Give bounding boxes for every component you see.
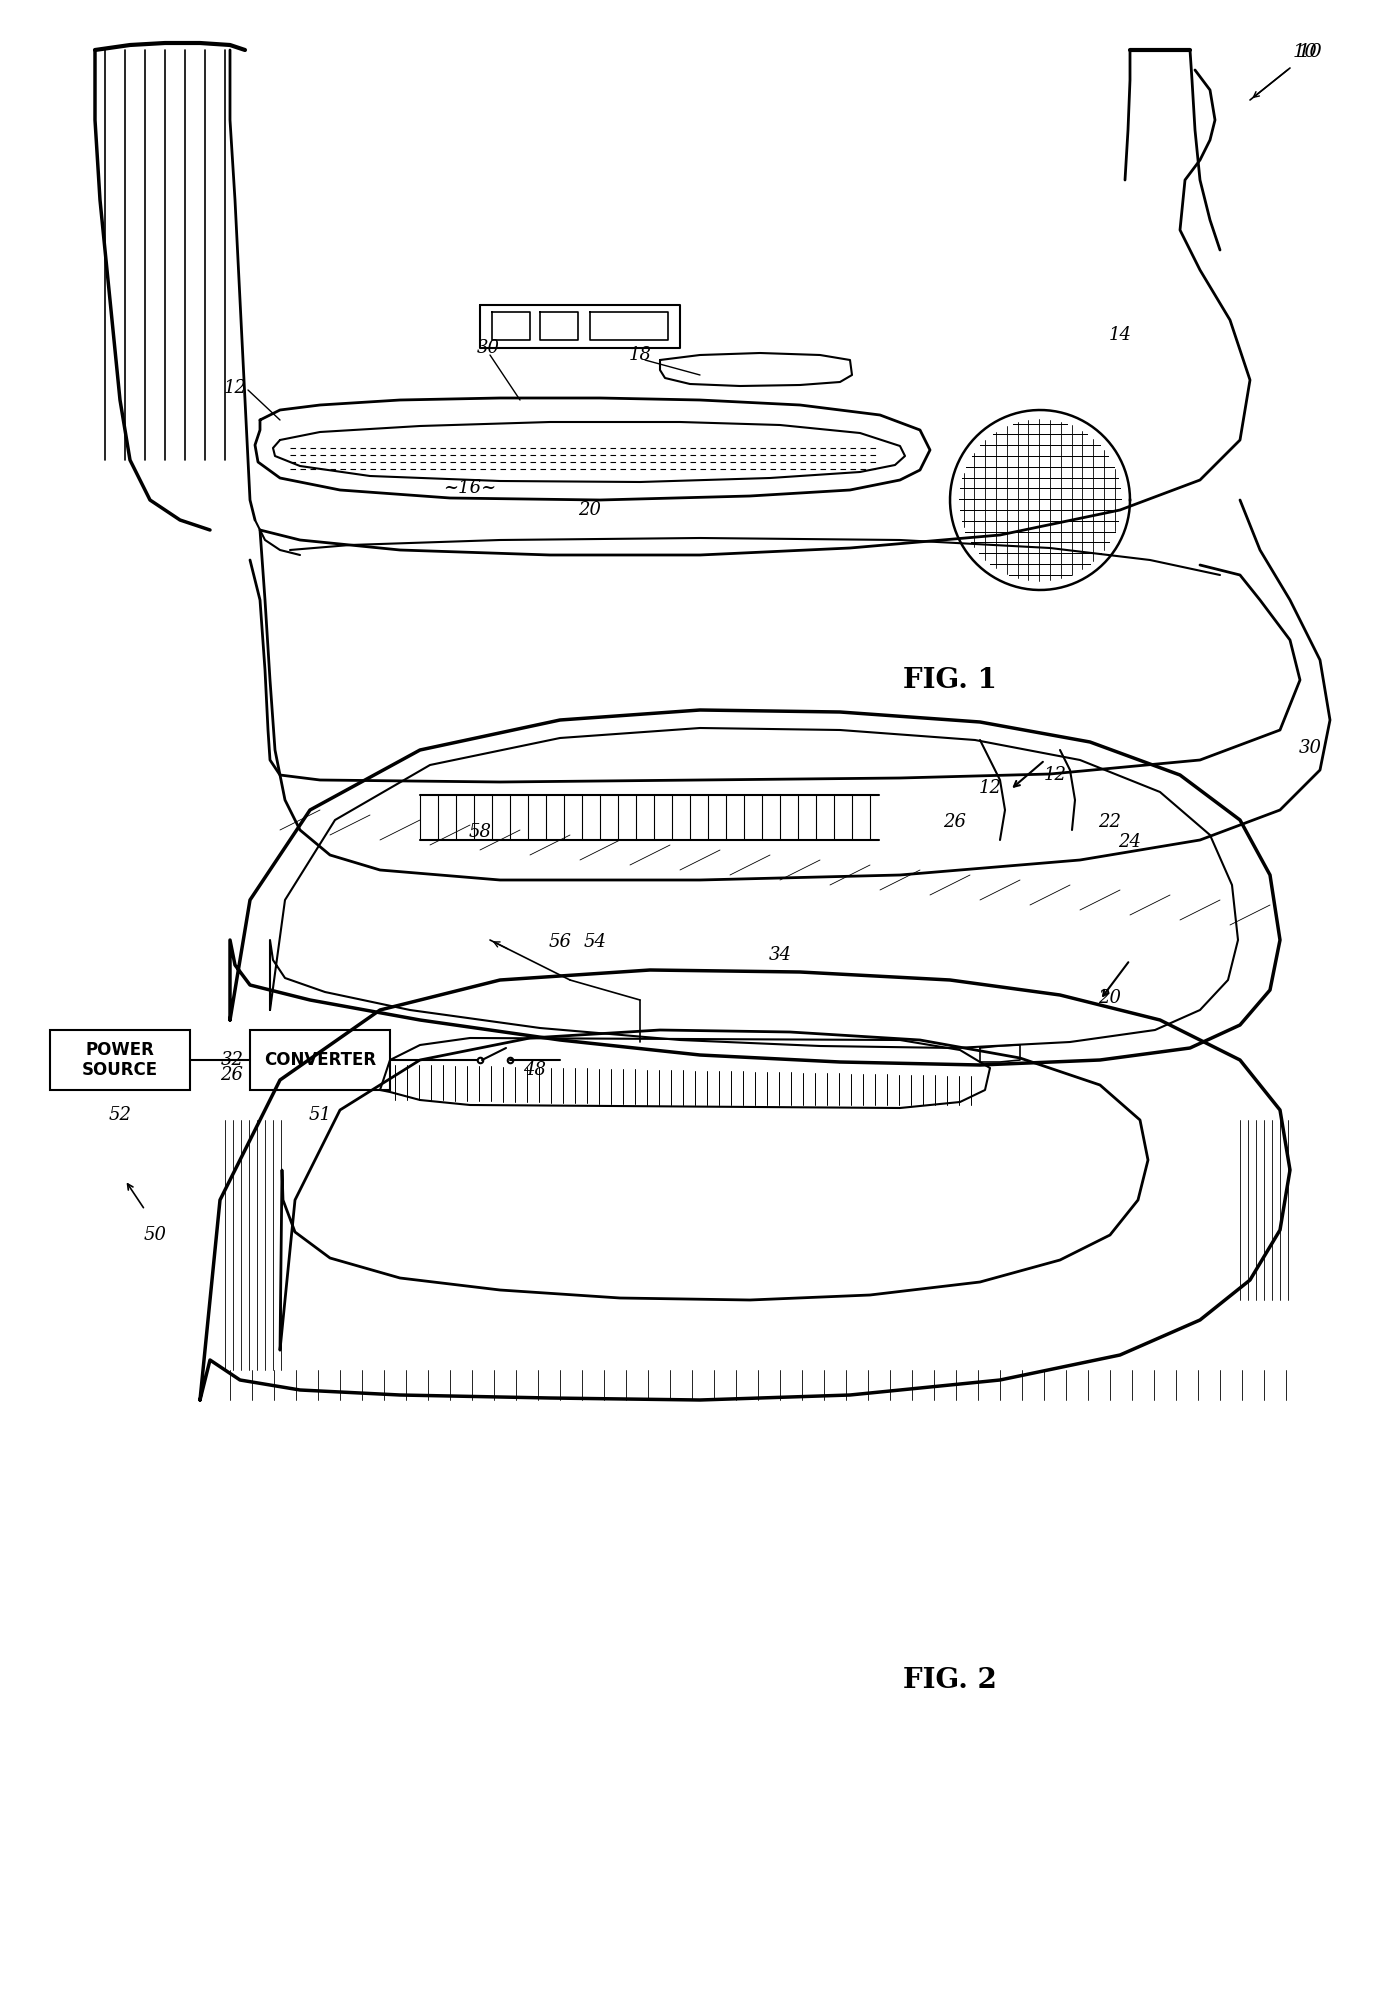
- Text: 10: 10: [1292, 44, 1317, 62]
- Text: 20: 20: [1098, 989, 1122, 1006]
- Text: 30: 30: [1298, 739, 1322, 757]
- Text: CONVERTER: CONVERTER: [264, 1050, 376, 1068]
- Text: 10: 10: [1298, 44, 1323, 62]
- Text: 12: 12: [1044, 767, 1066, 785]
- Text: 58: 58: [468, 823, 492, 841]
- Text: FIG. 1: FIG. 1: [902, 667, 997, 693]
- Text: FIG. 2: FIG. 2: [902, 1667, 997, 1693]
- Text: 14: 14: [1108, 326, 1132, 343]
- Text: 12: 12: [224, 379, 246, 397]
- Text: 24: 24: [1119, 833, 1141, 851]
- Text: 51: 51: [309, 1106, 331, 1124]
- Text: 56: 56: [549, 933, 571, 951]
- FancyBboxPatch shape: [50, 1030, 190, 1090]
- FancyBboxPatch shape: [250, 1030, 390, 1090]
- Text: 20: 20: [578, 501, 602, 519]
- Text: 22: 22: [1098, 813, 1122, 831]
- Text: 26: 26: [943, 813, 967, 831]
- Text: ~16~: ~16~: [443, 479, 496, 497]
- Text: 18: 18: [629, 345, 651, 363]
- Text: 26: 26: [221, 1066, 243, 1084]
- Text: 52: 52: [109, 1106, 131, 1124]
- Text: 54: 54: [584, 933, 606, 951]
- Text: 30: 30: [476, 339, 500, 357]
- Text: POWER
SOURCE: POWER SOURCE: [82, 1040, 158, 1080]
- Text: 50: 50: [144, 1226, 166, 1244]
- Text: 34: 34: [768, 947, 792, 965]
- Text: 32: 32: [221, 1050, 243, 1068]
- Text: 12: 12: [978, 779, 1002, 797]
- Text: 48: 48: [524, 1060, 546, 1078]
